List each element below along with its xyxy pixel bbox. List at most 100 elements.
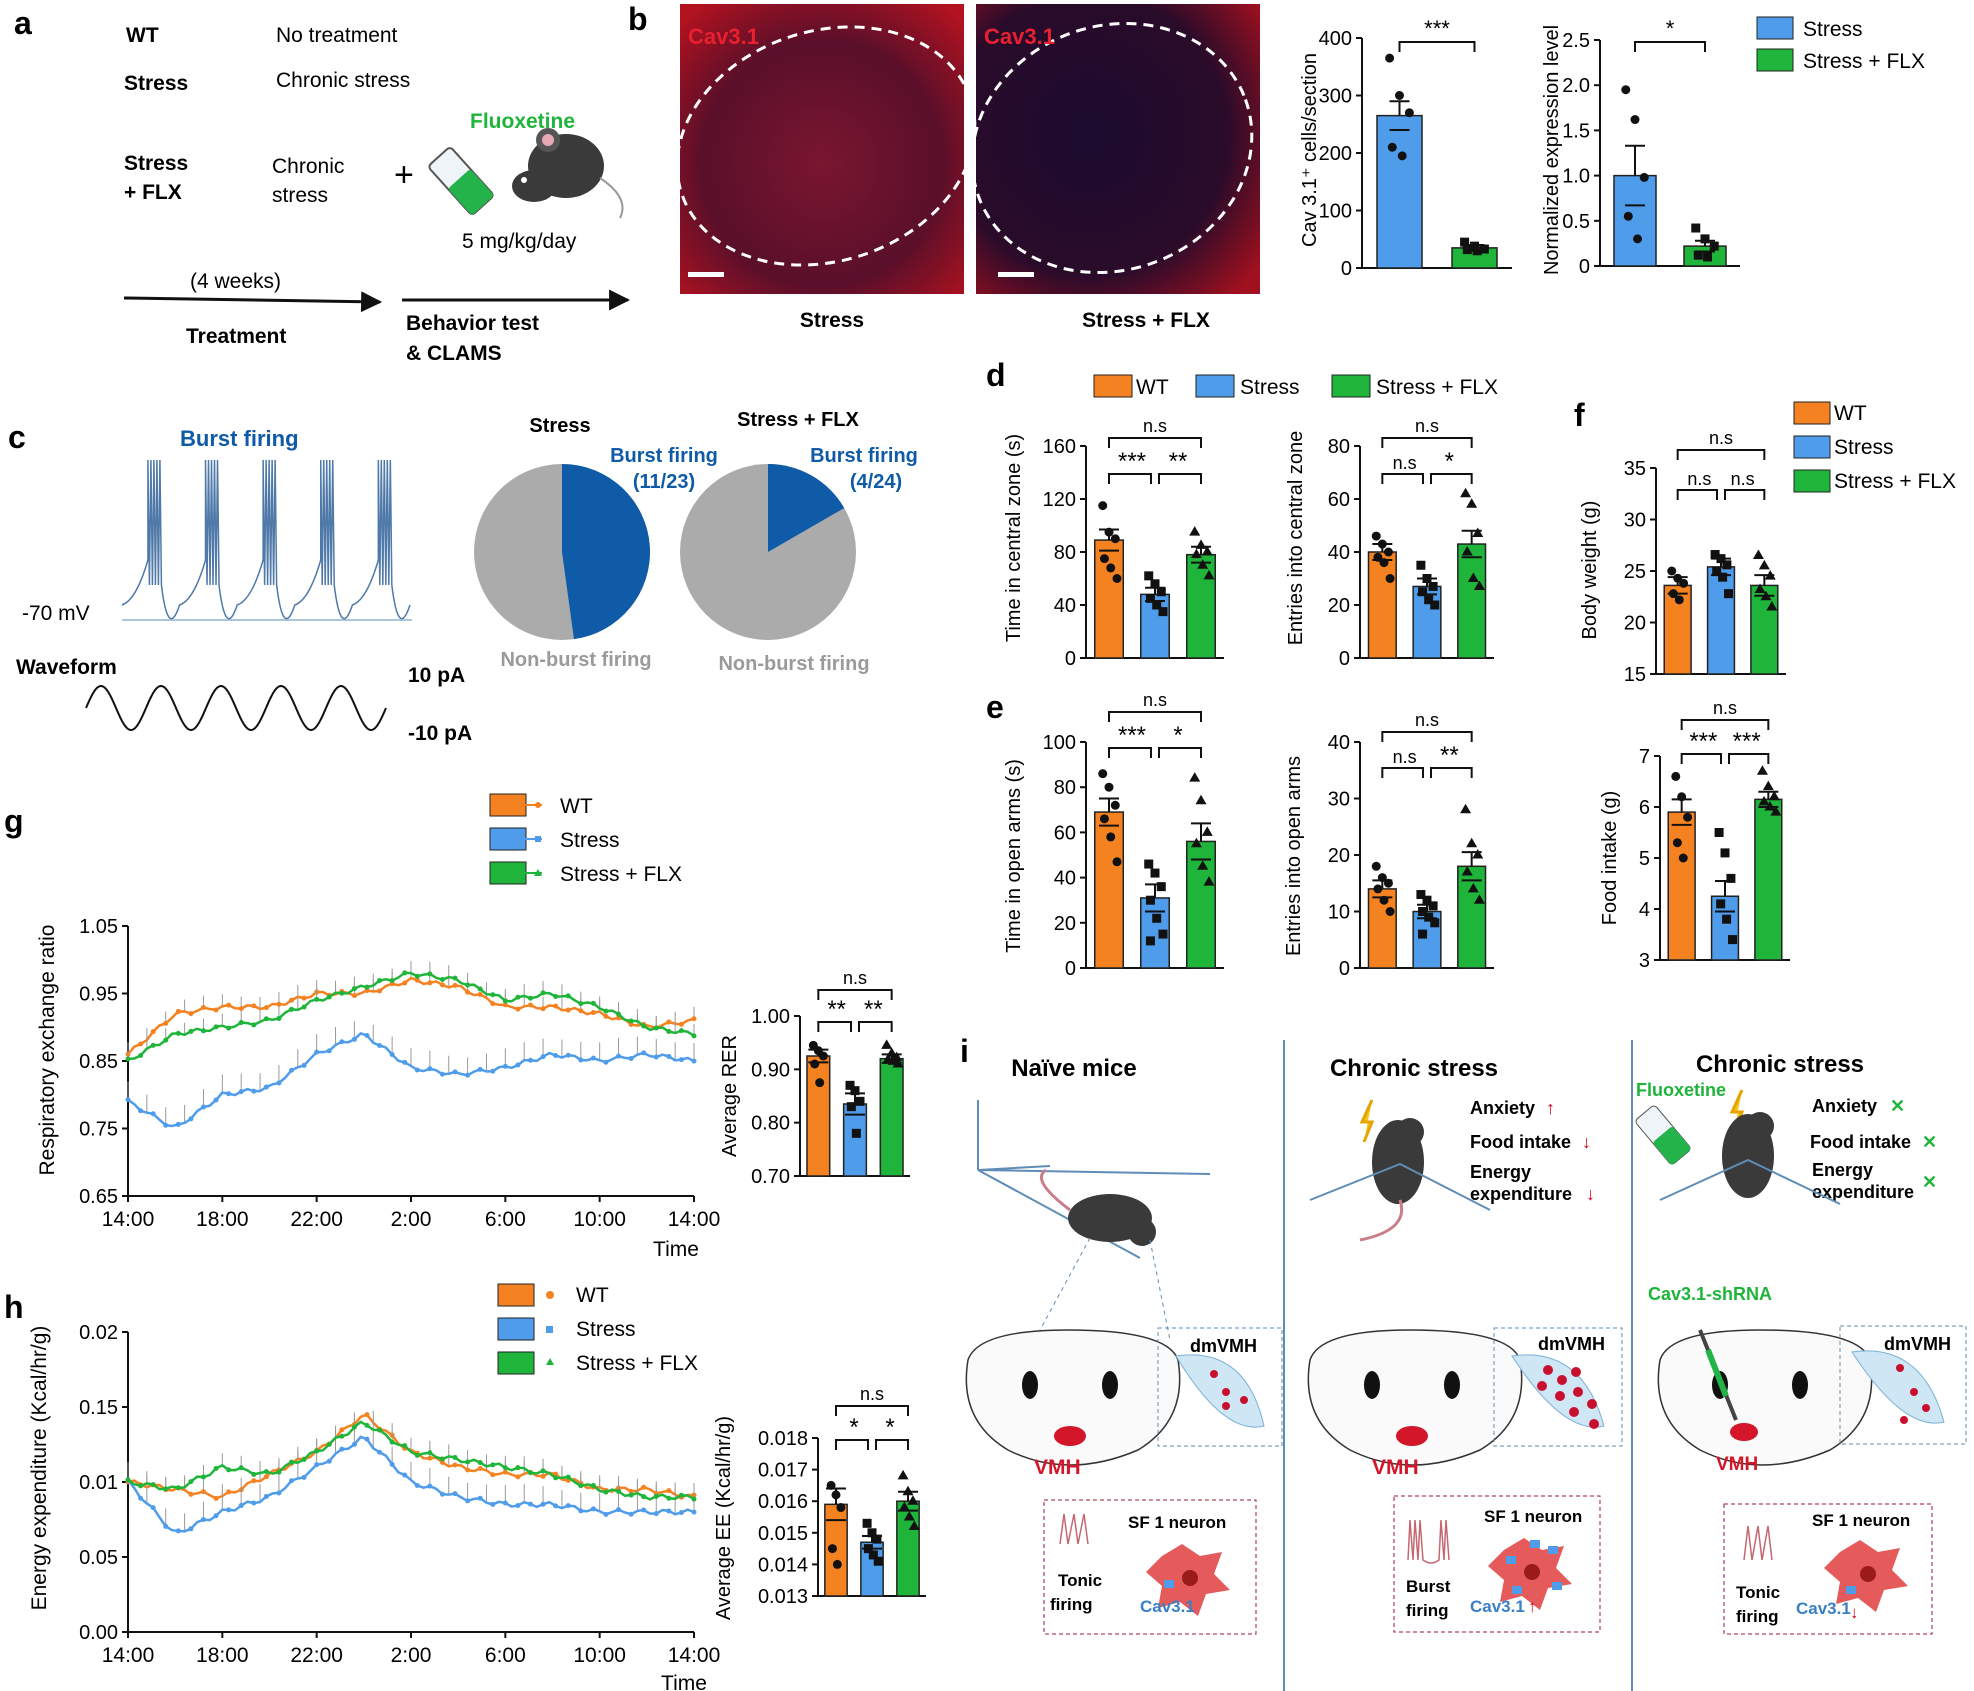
y-tick-label: 0.15 — [79, 1397, 118, 1419]
series-marker — [477, 1466, 483, 1472]
baseline-label: -70 mV — [22, 602, 90, 625]
data-point — [1156, 587, 1166, 597]
chart-g-line: 0.65 0.75 0.85 0.95 1.05 14:00 18:00 22:00 2:00 6… — [79, 916, 720, 1231]
series-marker — [314, 1462, 320, 1468]
series-marker — [226, 1025, 232, 1031]
data-point — [907, 1495, 919, 1505]
y-tick-label: 40 — [1328, 542, 1350, 564]
data-point — [1479, 244, 1489, 254]
data-point — [1460, 803, 1472, 814]
flx-energy-1: Energy — [1812, 1160, 1873, 1180]
sig-label: *** — [1689, 728, 1717, 755]
data-point — [1430, 918, 1440, 928]
series-marker — [691, 1509, 697, 1515]
data-point — [1467, 882, 1479, 893]
data-point — [1462, 245, 1472, 255]
sig-label: *** — [1118, 722, 1146, 749]
series-marker — [289, 1067, 295, 1073]
series-marker — [200, 1028, 206, 1034]
series-marker — [301, 1474, 307, 1480]
series-marker — [666, 1508, 672, 1514]
data-point — [1764, 570, 1776, 580]
series-marker — [502, 998, 508, 1004]
series-marker — [377, 988, 383, 994]
pie1-nonburst: Non-burst firing — [500, 649, 651, 671]
vmh-flx: VMH — [1716, 1454, 1758, 1475]
sig-bracket — [858, 1021, 893, 1032]
data-point — [1110, 800, 1120, 810]
x-tick-label: 10:00 — [573, 1208, 626, 1231]
stain-label-flx: Cav3.1 — [984, 24, 1055, 49]
data-point — [1373, 552, 1383, 562]
brain-section-flx — [1657, 1329, 1873, 1466]
series-marker — [502, 1469, 508, 1475]
data-point — [903, 1511, 915, 1521]
data-point — [1383, 547, 1393, 557]
series-marker — [427, 980, 433, 986]
series-marker — [188, 1116, 194, 1122]
trace-title: Burst firing — [180, 426, 299, 451]
data-point — [1758, 559, 1770, 570]
series-marker — [200, 1104, 206, 1110]
img-label-flx: Stress + FLX — [1082, 309, 1210, 332]
series-marker — [641, 1507, 647, 1513]
legend-h: WT Stress Stress + FLX — [497, 1283, 698, 1375]
series-marker — [351, 1036, 357, 1042]
data-point — [1630, 115, 1640, 125]
series-marker — [339, 1433, 345, 1439]
x-tick-label: 6:00 — [485, 1208, 526, 1231]
sig-label: * — [1666, 16, 1675, 41]
y-tick-label: 0.70 — [751, 1166, 790, 1188]
y-tick-label: 20 — [1328, 845, 1350, 867]
legend-g-flx: Stress + FLX — [560, 863, 682, 886]
data-point — [1667, 566, 1677, 576]
y-tick-label: 0.65 — [79, 1186, 118, 1208]
ylabel-h: Energy expenditure (Kcal/hr/g) — [28, 1326, 51, 1611]
series-marker — [339, 1039, 345, 1045]
panel-i: i Naïve mice Chronic stress Chronic stre… — [960, 1033, 1967, 1691]
y-tick-label: 400 — [1319, 28, 1352, 50]
series-marker — [452, 1491, 458, 1497]
data-point — [1190, 837, 1202, 848]
panel-letter-f: f — [1574, 397, 1585, 433]
series-marker — [138, 1483, 144, 1489]
y-tick-label: 80 — [1054, 777, 1076, 799]
series-marker — [389, 1461, 395, 1467]
series-marker — [439, 977, 445, 983]
data-point — [902, 1485, 914, 1496]
series-marker — [364, 1032, 370, 1038]
ylabel-f1: Body weight (g) — [1579, 501, 1601, 640]
series-marker — [502, 1465, 508, 1471]
series-marker — [364, 1422, 370, 1428]
data-point — [1098, 501, 1108, 511]
sig-bracket — [1634, 41, 1706, 52]
series-marker — [377, 1449, 383, 1455]
sig-bracket — [817, 1021, 852, 1032]
sig-label: n.s — [1713, 698, 1737, 718]
series-marker — [678, 1492, 684, 1498]
sig-label: n.s — [1687, 469, 1711, 489]
series-marker — [364, 1436, 370, 1442]
series-marker — [452, 1454, 458, 1460]
legend-label-flx: Stress + FLX — [1803, 50, 1925, 73]
series-marker — [339, 990, 345, 996]
series-marker — [138, 1108, 144, 1114]
sig-bracket — [1158, 473, 1202, 484]
y-tick-label: 1.5 — [1562, 120, 1590, 142]
series-marker — [439, 1491, 445, 1497]
series-marker — [628, 1056, 634, 1062]
series-marker — [603, 1489, 609, 1495]
data-point — [1756, 765, 1768, 775]
sig-label: n.s — [843, 968, 867, 988]
data-point — [1379, 558, 1389, 568]
fluoxetine-label: Fluoxetine — [470, 110, 575, 133]
scale-bar-flx — [998, 272, 1034, 277]
series-marker — [226, 1489, 232, 1495]
series-marker — [226, 1002, 232, 1008]
series-marker — [351, 1441, 357, 1447]
mouse-icon — [512, 128, 624, 219]
x-tick-label: 10:00 — [573, 1644, 626, 1667]
sf1-stress: SF 1 neuron — [1484, 1507, 1582, 1526]
x-tick-label: 22:00 — [290, 1644, 343, 1667]
